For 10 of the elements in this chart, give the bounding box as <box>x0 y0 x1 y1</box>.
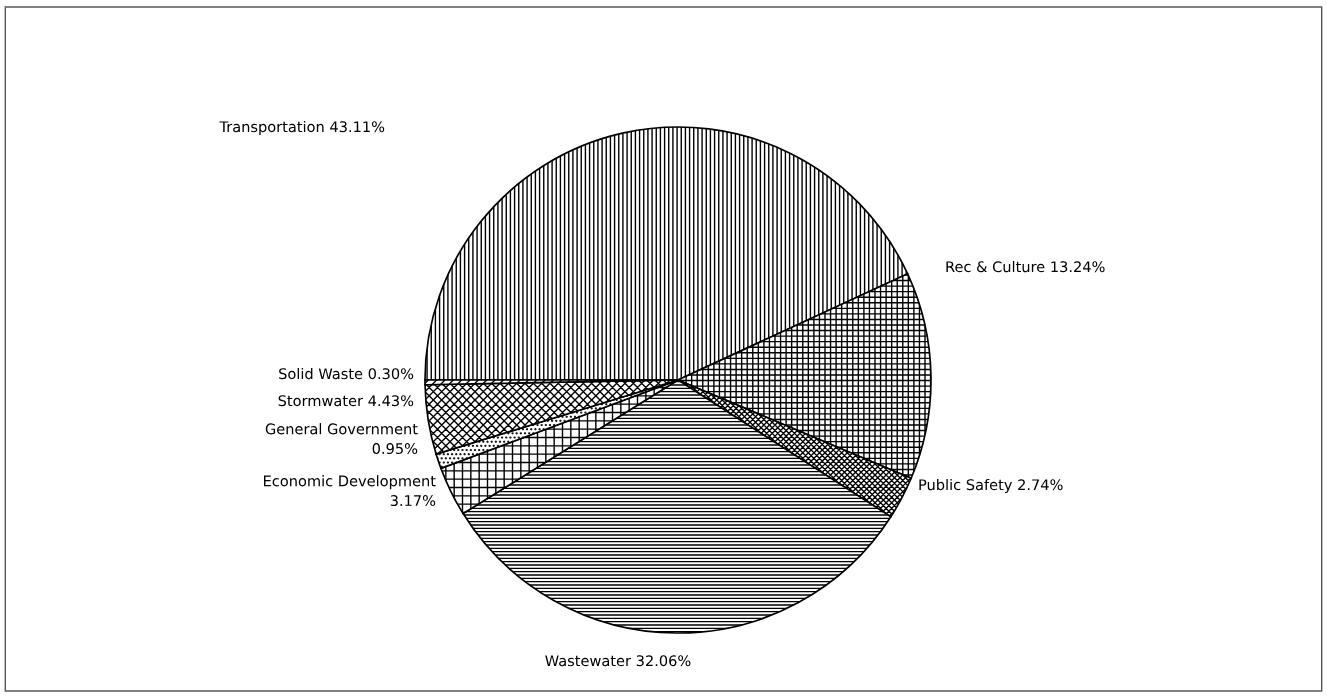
slice-label: Solid Waste 0.30% <box>279 367 414 380</box>
data-label: 0.95% <box>372 443 418 455</box>
slice-label: Wastewater 32.06% <box>545 655 691 667</box>
slice-label: General Government <box>265 423 418 435</box>
slice-label: Rec & Culture 13.24% <box>946 260 1105 273</box>
slice-label: Stormwater 4.43% <box>278 395 414 407</box>
slice-label: Transportation 43.11% <box>219 120 385 136</box>
slice-label: Economic Development <box>264 475 436 490</box>
data-label: 3.17% <box>390 495 436 507</box>
slice-label: Public Safety 2.74% <box>919 478 1063 494</box>
